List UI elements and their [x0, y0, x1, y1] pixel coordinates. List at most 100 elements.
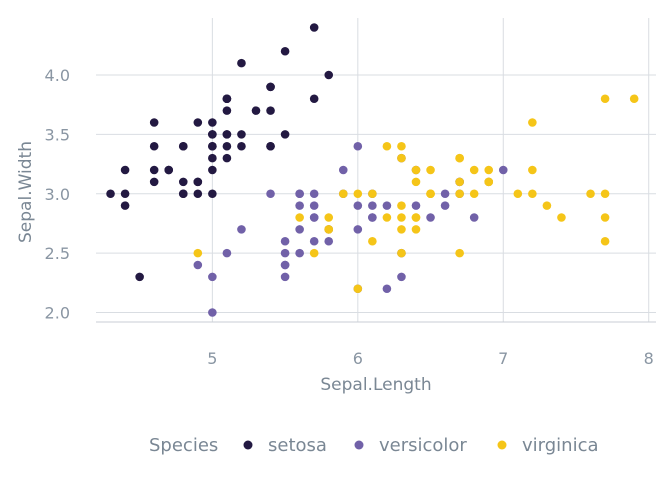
point-versicolor [397, 272, 406, 282]
point-virginica [629, 94, 639, 104]
point-versicolor [498, 165, 508, 175]
point-virginica [193, 248, 203, 258]
point-setosa [266, 106, 275, 115]
point-setosa [106, 189, 115, 199]
point-virginica [353, 284, 363, 294]
legend-label-setosa: setosa [268, 435, 327, 456]
point-versicolor [266, 189, 275, 199]
point-setosa [149, 141, 159, 151]
point-virginica [600, 189, 610, 199]
point-virginica [528, 118, 537, 127]
x-axis-title: Sepal.Length [320, 375, 431, 395]
grid-layer [96, 18, 656, 323]
point-virginica [542, 201, 552, 210]
point-virginica [600, 213, 610, 222]
y-tick-label: 3.0 [45, 185, 70, 204]
point-virginica [324, 213, 334, 222]
point-setosa [193, 118, 203, 127]
point-setosa [120, 189, 130, 199]
point-virginica [295, 213, 304, 222]
point-virginica [368, 236, 377, 246]
point-virginica [368, 189, 377, 199]
point-setosa [193, 177, 203, 187]
point-versicolor [324, 236, 334, 246]
point-virginica [557, 213, 566, 222]
point-versicolor [295, 225, 304, 234]
point-setosa [309, 23, 319, 32]
point-virginica [309, 248, 319, 258]
y-tick-label: 2.5 [45, 244, 70, 263]
point-versicolor [469, 213, 479, 222]
point-setosa [208, 165, 217, 175]
x-tick-label: 6 [353, 349, 363, 368]
point-versicolor [411, 201, 421, 210]
y-axis-title: Sepal.Width [16, 141, 36, 243]
point-setosa [149, 118, 159, 127]
point-virginica [600, 94, 610, 104]
point-virginica [411, 213, 421, 222]
point-virginica [455, 153, 464, 163]
point-setosa [266, 141, 275, 151]
point-versicolor [280, 236, 290, 246]
point-versicolor [426, 213, 435, 222]
point-setosa [135, 272, 144, 282]
point-versicolor [440, 189, 450, 199]
point-versicolor [353, 141, 363, 151]
legend-label-virginica: virginica [522, 435, 599, 456]
point-setosa [280, 46, 290, 56]
point-virginica [382, 141, 392, 151]
point-versicolor [309, 189, 319, 199]
point-virginica [426, 189, 435, 199]
point-virginica [455, 177, 464, 187]
point-versicolor [368, 213, 377, 222]
point-versicolor [295, 189, 304, 199]
point-setosa [222, 106, 232, 115]
x-tick-label: 5 [207, 349, 217, 368]
point-setosa [251, 106, 261, 115]
point-versicolor [222, 248, 232, 258]
points-layer [106, 23, 639, 317]
point-versicolor [295, 248, 304, 258]
point-setosa [309, 94, 319, 104]
point-virginica [324, 225, 334, 234]
point-setosa [164, 165, 174, 175]
point-versicolor [440, 201, 450, 210]
point-virginica [484, 177, 494, 187]
point-virginica [353, 189, 363, 199]
point-virginica [455, 248, 464, 258]
point-setosa [222, 141, 232, 151]
point-setosa [280, 130, 290, 139]
point-setosa [178, 141, 188, 151]
point-virginica [411, 225, 421, 234]
legend-marker-virginica [497, 440, 507, 450]
point-versicolor [309, 236, 319, 246]
point-versicolor [208, 308, 217, 317]
point-virginica [397, 248, 406, 258]
x-tick-label: 8 [644, 349, 654, 368]
point-virginica [338, 189, 348, 199]
point-virginica [528, 189, 537, 199]
point-versicolor [193, 260, 203, 270]
point-setosa [222, 153, 232, 163]
legend-title: Species [149, 435, 218, 456]
point-virginica [397, 213, 406, 222]
legend-marker-setosa [243, 440, 253, 450]
y-tick-label: 3.5 [45, 125, 70, 144]
point-versicolor [368, 201, 377, 210]
point-virginica [513, 189, 523, 199]
point-setosa [237, 141, 246, 151]
point-setosa [266, 82, 275, 92]
point-setosa [222, 130, 232, 139]
y-tick-label: 4.0 [45, 66, 70, 85]
point-setosa [149, 165, 159, 175]
point-setosa [208, 130, 217, 139]
point-virginica [469, 165, 479, 175]
ticks-layer: 2.0 2.5 3.0 3.5 4.0 5 6 7 8 [45, 66, 654, 368]
point-versicolor [309, 213, 319, 222]
point-virginica [411, 165, 421, 175]
point-versicolor [382, 284, 392, 294]
point-setosa [178, 177, 188, 187]
point-setosa [120, 165, 130, 175]
point-versicolor [353, 201, 363, 210]
